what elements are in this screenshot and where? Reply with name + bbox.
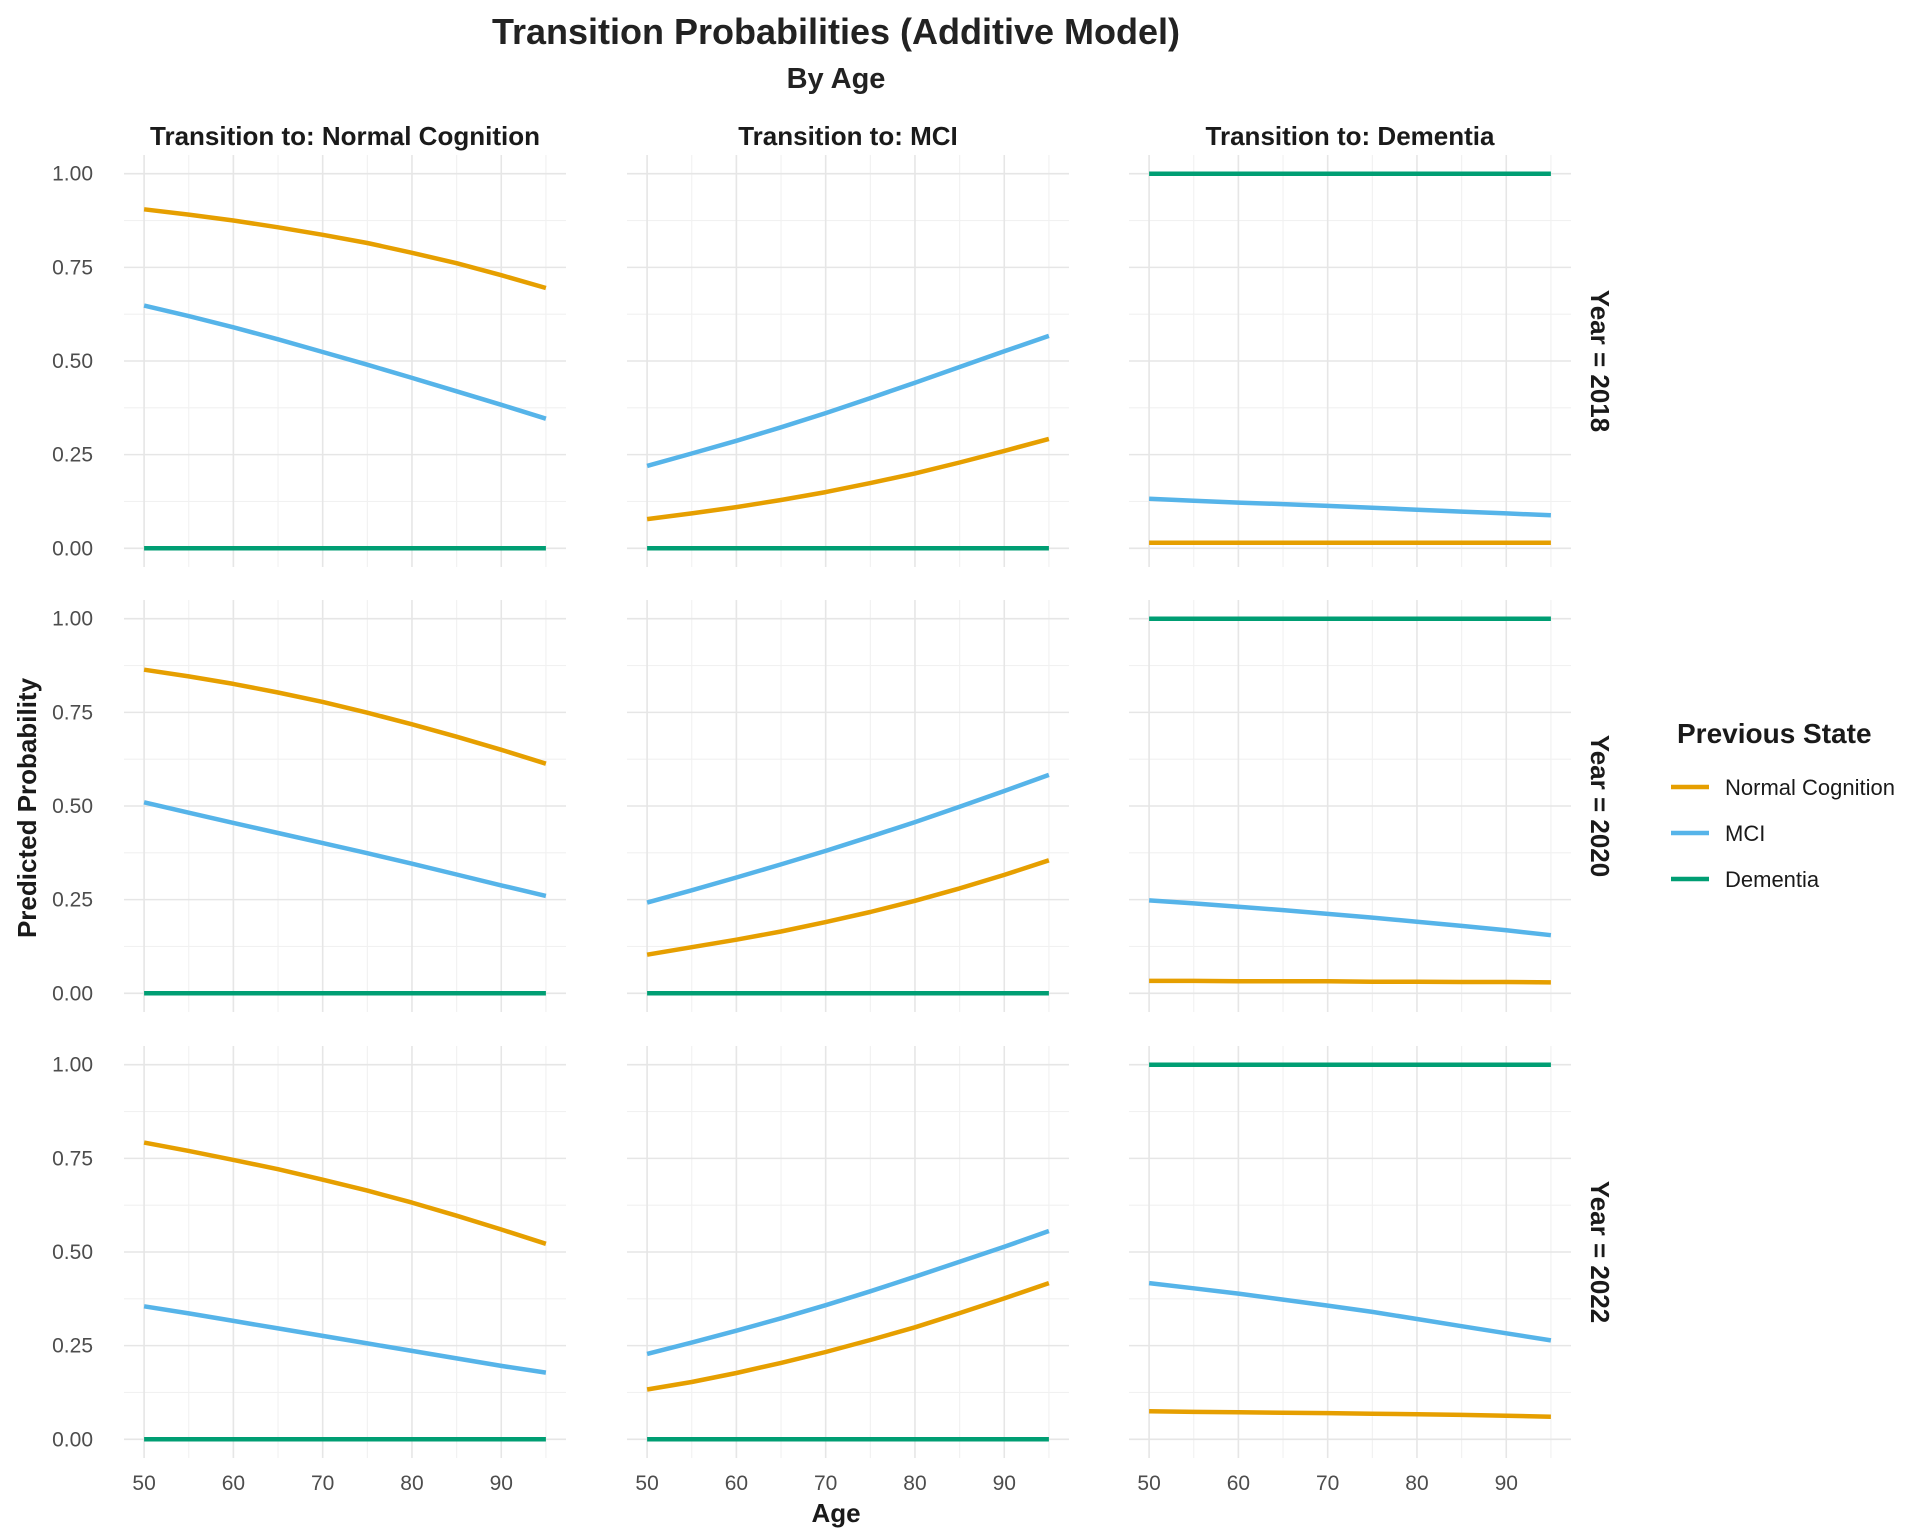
- y-tick-label: 0.50: [52, 350, 93, 373]
- y-tick-label: 0.25: [52, 1335, 93, 1358]
- legend-items: Normal Cognition MCI Dementia: [1671, 775, 1895, 892]
- series-line-normal-cognition: [143, 1140, 547, 1246]
- x-tick-label: 60: [725, 1472, 748, 1495]
- y-tick-label: 1.00: [52, 163, 93, 186]
- y-tick-label: 0.50: [52, 795, 93, 818]
- x-tick-label: 70: [814, 1472, 837, 1495]
- series-line-mci: [646, 333, 1050, 469]
- y-tick-label: 0.25: [52, 444, 93, 467]
- series-line-mci: [1148, 1280, 1552, 1343]
- series-line-normal-cognition: [646, 1280, 1050, 1392]
- x-tick-label: 50: [1137, 1472, 1160, 1495]
- series-line-normal-cognition: [1149, 1408, 1551, 1420]
- legend-label: MCI: [1725, 821, 1765, 846]
- x-tick-label: 80: [400, 1472, 423, 1495]
- panel-r2-c3: [1129, 600, 1571, 1012]
- panel-r1-c2: [627, 155, 1069, 567]
- series-line-mci: [1148, 898, 1552, 938]
- series-line-normal-cognition: [646, 858, 1050, 957]
- legend-title: Previous State: [1677, 718, 1872, 749]
- chart-title: Transition Probabilities (Additive Model…: [492, 11, 1180, 52]
- x-tick-label: 90: [1495, 1472, 1518, 1495]
- legend-label: Dementia: [1725, 867, 1820, 892]
- x-axis-title: Age: [811, 1498, 860, 1528]
- y-tick-label: 0.00: [52, 537, 93, 560]
- series-line-normal-cognition: [143, 207, 547, 291]
- series-line-mci: [143, 303, 547, 421]
- x-tick-label: 90: [993, 1472, 1016, 1495]
- x-tick-label: 70: [1316, 1472, 1339, 1495]
- panel-r1-c1: [124, 155, 566, 567]
- row-strip-label: Year = 2018: [1585, 290, 1615, 432]
- panel-r3-c3: [1129, 1046, 1571, 1458]
- x-tick-label: 80: [1405, 1472, 1428, 1495]
- legend-item: MCI: [1671, 821, 1765, 846]
- x-tick-label: 80: [903, 1472, 926, 1495]
- y-tick-label: 0.75: [52, 256, 93, 279]
- x-tick-label: 60: [222, 1472, 245, 1495]
- y-tick-label: 1.00: [52, 608, 93, 631]
- panel-r3-c2: [627, 1046, 1069, 1458]
- column-strip-label: Transition to: Normal Cognition: [150, 121, 540, 151]
- legend-item: Normal Cognition: [1671, 775, 1895, 800]
- panel-r1-c3: [1129, 155, 1571, 567]
- legend-label: Normal Cognition: [1725, 775, 1895, 800]
- column-strip-label: Transition to: MCI: [738, 121, 958, 151]
- legend: Previous State Normal Cognition MCI Dement…: [1671, 718, 1895, 892]
- column-strip-label: Transition to: Dementia: [1206, 121, 1495, 151]
- series-line-normal-cognition: [646, 436, 1050, 522]
- facet-panels: [124, 155, 1571, 1458]
- y-tick-label: 0.25: [52, 889, 93, 912]
- panel-r3-c1: [124, 1046, 566, 1458]
- column-strip-labels: Transition to: Normal Cognition Transitio…: [150, 121, 1495, 151]
- panel-r2-c1: [124, 600, 566, 1012]
- series-line-mci: [646, 1228, 1050, 1357]
- y-tick-label: 0.75: [52, 1147, 93, 1170]
- series-line-normal-cognition: [1149, 978, 1551, 985]
- series-line-mci: [646, 772, 1050, 905]
- series-line-mci: [143, 800, 547, 899]
- x-tick-label: 90: [490, 1472, 513, 1495]
- x-tick-label: 50: [132, 1472, 155, 1495]
- row-strip-label: Year = 2022: [1585, 1181, 1615, 1323]
- x-tick-label: 70: [311, 1472, 334, 1495]
- x-tick-label: 60: [1227, 1472, 1250, 1495]
- series-line-mci: [1149, 496, 1551, 518]
- y-tick-label: 0.75: [52, 701, 93, 724]
- y-tick-label: 1.00: [52, 1054, 93, 1077]
- chart-subtitle: By Age: [787, 63, 886, 95]
- x-axes: 50 60 70 80 90 50 60 70 80 90 50 60 70 80 90: [132, 1472, 1518, 1495]
- row-strip-label: Year = 2020: [1585, 735, 1615, 877]
- legend-item: Dementia: [1671, 867, 1820, 892]
- x-tick-label: 50: [635, 1472, 658, 1495]
- y-tick-label: 0.00: [52, 1428, 93, 1451]
- y-tick-label: 0.50: [52, 1241, 93, 1264]
- panel-r2-c2: [627, 600, 1069, 1012]
- row-strip-labels: Year = 2018 Year = 2020 Year = 2022: [1585, 290, 1615, 1323]
- series-line-normal-cognition: [143, 667, 547, 766]
- y-axes: 0.00 0.25 0.50 0.75 1.00 0.00 0.25 0.50 0.75 1.00…: [52, 163, 93, 1452]
- y-tick-label: 0.00: [52, 982, 93, 1005]
- series-line-mci: [143, 1304, 547, 1375]
- y-axis-title: Predicted Probability: [12, 677, 42, 938]
